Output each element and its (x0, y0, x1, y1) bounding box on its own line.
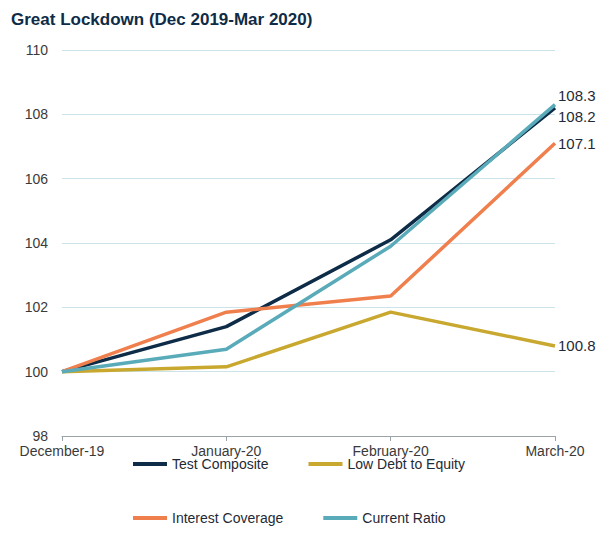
svg-text:Low Debt to Equity: Low Debt to Equity (347, 456, 465, 472)
svg-text:107.1: 107.1 (558, 135, 596, 152)
svg-text:104: 104 (25, 235, 49, 251)
svg-text:February-20: February-20 (352, 443, 429, 459)
svg-text:March-20: March-20 (525, 443, 584, 459)
svg-text:98: 98 (32, 428, 48, 444)
svg-text:100.8: 100.8 (558, 337, 596, 354)
svg-text:110: 110 (26, 42, 49, 58)
svg-text:Test Composite: Test Composite (172, 456, 269, 472)
svg-text:Interest Coverage: Interest Coverage (172, 510, 283, 526)
svg-text:108: 108 (25, 106, 49, 122)
svg-text:December-19: December-19 (20, 443, 105, 459)
svg-text:108.2: 108.2 (558, 108, 596, 125)
svg-text:Great Lockdown (Dec 2019-Mar 2: Great Lockdown (Dec 2019-Mar 2020) (11, 10, 312, 29)
svg-text:106: 106 (25, 171, 49, 187)
svg-text:100: 100 (25, 364, 49, 380)
svg-text:Current Ratio: Current Ratio (362, 510, 445, 526)
svg-text:102: 102 (25, 299, 49, 315)
svg-text:108.3: 108.3 (558, 87, 596, 104)
svg-text:January-20: January-20 (191, 443, 262, 459)
